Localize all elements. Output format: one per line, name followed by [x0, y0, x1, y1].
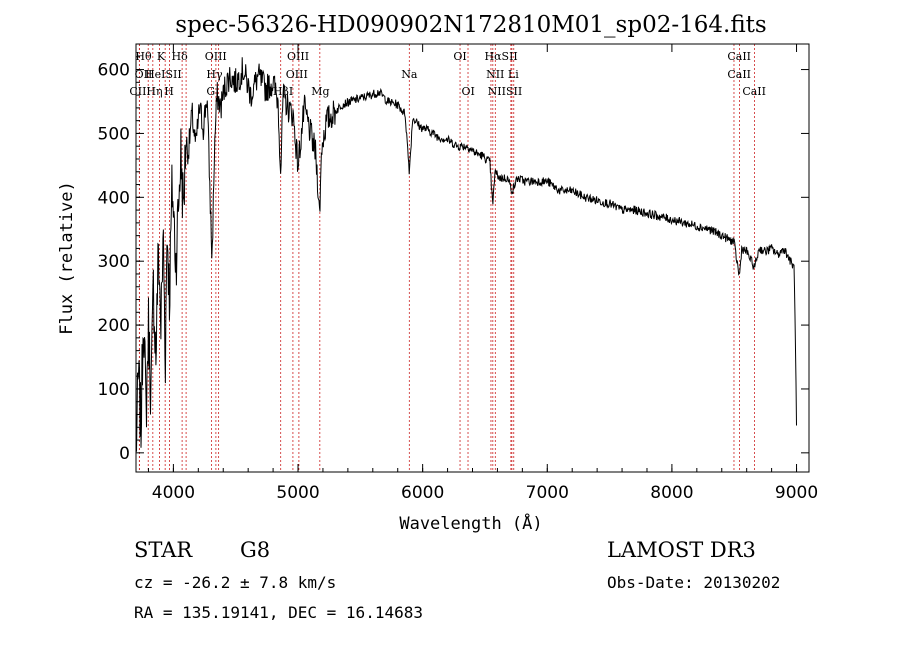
x-tick-label-5000: 5000: [276, 483, 319, 503]
y-tick-label-100: 100: [98, 380, 130, 400]
y-tick-label-500: 500: [98, 124, 130, 144]
y-tick-label-200: 200: [98, 316, 130, 336]
coordinates: RA = 135.19141, DEC = 16.14683: [134, 603, 423, 622]
line-label-r2-5: NII Li: [486, 68, 519, 81]
y-tick-label-600: 600: [98, 61, 130, 81]
line-label-r1-5: OI: [453, 50, 466, 63]
line-label-r1-3: OIII: [205, 50, 227, 63]
line-label-r3-2: G: [206, 85, 215, 98]
emission-lines: [138, 44, 755, 472]
y-tick-label-400: 400: [98, 188, 130, 208]
line-label-r3-0: CIIHη: [129, 85, 162, 98]
x-tick-label-9000: 9000: [775, 483, 818, 503]
y-tick-label-0: 0: [119, 444, 130, 464]
line-label-r1-4: OIII: [287, 50, 309, 63]
line-label-r3-4: Mg: [311, 85, 329, 98]
plot-frame: [135, 43, 810, 473]
line-label-r2-2: Hγ: [206, 68, 223, 81]
line-label-r2-0: OII: [135, 68, 153, 81]
y-axis-label: Flux (relative): [57, 181, 77, 335]
x-axis-label: Wavelength (Å): [399, 512, 542, 534]
object-class: STAR: [134, 538, 193, 562]
x-tick-label-8000: 8000: [650, 483, 693, 503]
line-label-r3-5: OI: [461, 85, 474, 98]
chart-title: spec-56326-HD090902N172810M01_sp02-164.f…: [175, 12, 766, 38]
line-label-r3-6: NIISII: [488, 85, 523, 98]
line-label-r1-0: Hθ: [135, 50, 152, 63]
line-label-r1-6: HαSII: [485, 50, 518, 63]
y-axis-ticks: 0 100 200 300 400 500 600: [98, 56, 809, 464]
x-tick-label-6000: 6000: [401, 483, 444, 503]
line-label-r3-7: CaII: [742, 85, 766, 98]
x-tick-label-4000: 4000: [152, 483, 195, 503]
line-label-r3-1: H: [164, 85, 174, 98]
survey-name: LAMOST DR3: [607, 538, 756, 562]
redshift-velocity: cz = -26.2 ± 7.8 km/s: [134, 573, 337, 592]
line-label-r2-4: Na: [401, 68, 418, 81]
y-tick-label-300: 300: [98, 252, 130, 272]
line-label-r1-7: CaII: [727, 50, 751, 63]
line-label-r1-2: Hδ: [172, 50, 189, 63]
x-tick-label-7000: 7000: [526, 483, 569, 503]
line-label-r1-1: K: [157, 50, 166, 63]
line-label-r2-6: CaII: [727, 68, 751, 81]
line-label-r2-1: HeISII: [145, 68, 182, 81]
object-subclass: G8: [240, 538, 271, 562]
x-axis-ticks: 4000 5000 6000 7000 8000 9000: [147, 44, 818, 503]
line-label-r2-3: OIII: [286, 68, 308, 81]
observation-date: Obs-Date: 20130202: [607, 573, 781, 592]
spectrum-curve: [135, 57, 797, 452]
